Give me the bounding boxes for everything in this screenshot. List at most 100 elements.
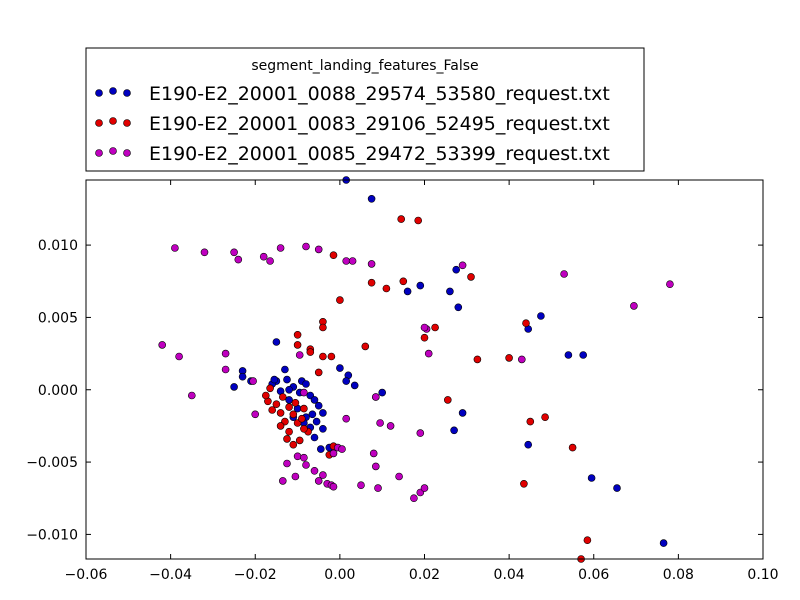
legend-entries: E190-E2_20001_0088_29574_53580_request.t… bbox=[95, 83, 610, 165]
data-point bbox=[336, 296, 344, 304]
data-point bbox=[338, 445, 346, 453]
x-tick-label: −0.02 bbox=[234, 567, 277, 583]
data-point bbox=[579, 351, 588, 359]
data-point bbox=[410, 494, 418, 503]
data-point bbox=[314, 368, 323, 377]
y-axis: −0.010 −0.005 0.000 0.005 0.010 bbox=[26, 238, 763, 543]
y-tick-label: 0.000 bbox=[38, 383, 78, 399]
data-point bbox=[526, 417, 535, 426]
data-point bbox=[420, 484, 429, 492]
x-tick-label: 0.02 bbox=[409, 567, 440, 583]
data-point bbox=[319, 424, 327, 433]
data-point bbox=[342, 377, 351, 385]
data-point bbox=[289, 440, 298, 449]
data-point bbox=[537, 312, 545, 320]
data-point bbox=[230, 248, 238, 257]
data-point bbox=[420, 323, 429, 332]
data-point bbox=[342, 257, 351, 265]
data-point bbox=[458, 261, 467, 270]
data-point bbox=[367, 260, 376, 268]
data-point bbox=[158, 341, 166, 349]
data-point bbox=[297, 414, 306, 423]
data-point bbox=[443, 396, 452, 404]
data-point bbox=[272, 400, 281, 409]
data-point bbox=[300, 424, 308, 433]
data-point bbox=[367, 278, 376, 287]
data-point bbox=[285, 396, 293, 404]
data-point bbox=[200, 248, 209, 257]
data-point bbox=[221, 365, 230, 374]
data-point bbox=[420, 333, 429, 342]
data-point bbox=[350, 381, 359, 390]
data-point bbox=[230, 383, 238, 391]
legend-marker bbox=[123, 149, 131, 157]
data-point bbox=[310, 433, 319, 442]
data-point bbox=[416, 429, 425, 437]
data-point bbox=[285, 385, 293, 394]
legend-entry-2: E190-E2_20001_0083_29106_52495_request.t… bbox=[95, 113, 610, 135]
legend-entry-3: E190-E2_20001_0085_29472_53399_request.t… bbox=[95, 143, 610, 165]
data-point bbox=[221, 349, 230, 358]
x-axis: −0.06 −0.04 −0.02 0.00 0.02 0.04 0.06 0.08 0.10 bbox=[65, 180, 779, 583]
data-point bbox=[424, 349, 433, 358]
legend-marker bbox=[123, 119, 131, 127]
data-point bbox=[276, 244, 285, 252]
data-point bbox=[316, 445, 325, 453]
data-point bbox=[524, 440, 533, 449]
data-point bbox=[300, 388, 308, 397]
data-point bbox=[314, 401, 323, 410]
data-point bbox=[261, 391, 270, 400]
data-point bbox=[395, 472, 403, 481]
data-point bbox=[285, 427, 293, 436]
data-point bbox=[357, 481, 365, 490]
x-tick-label: 0.06 bbox=[578, 567, 609, 583]
legend: segment_landing_features_False E190-E2_2… bbox=[85, 47, 645, 172]
data-point bbox=[560, 270, 568, 278]
data-point bbox=[541, 413, 549, 422]
data-point bbox=[302, 461, 310, 469]
data-point bbox=[310, 466, 319, 475]
data-point bbox=[314, 245, 323, 254]
data-point bbox=[272, 338, 281, 346]
data-point bbox=[314, 477, 323, 485]
data-point bbox=[454, 303, 463, 312]
data-point bbox=[414, 216, 423, 225]
data-point bbox=[293, 341, 302, 349]
data-point bbox=[302, 380, 310, 388]
data-point bbox=[336, 364, 344, 372]
data-point bbox=[285, 403, 293, 411]
data-point bbox=[319, 352, 327, 361]
data-point bbox=[270, 375, 279, 384]
legend-label: E190-E2_20001_0085_29472_53399_request.t… bbox=[149, 143, 610, 165]
data-point bbox=[319, 409, 327, 417]
data-point bbox=[371, 393, 380, 401]
data-point bbox=[416, 281, 425, 290]
data-point bbox=[278, 393, 287, 401]
data-point bbox=[329, 251, 338, 259]
data-point bbox=[371, 462, 380, 471]
data-point bbox=[376, 419, 384, 427]
data-point bbox=[399, 277, 408, 286]
data-point bbox=[452, 265, 461, 274]
data-point bbox=[281, 365, 289, 374]
series-3 bbox=[158, 242, 674, 503]
data-point bbox=[329, 449, 338, 458]
data-point bbox=[450, 426, 458, 435]
data-point bbox=[446, 287, 454, 296]
plot-points bbox=[158, 176, 674, 563]
data-point bbox=[171, 244, 179, 252]
data-point bbox=[289, 410, 298, 419]
legend-marker bbox=[95, 119, 103, 127]
data-point bbox=[312, 417, 321, 426]
data-point bbox=[310, 396, 319, 404]
legend-marker bbox=[109, 87, 117, 95]
data-point bbox=[251, 410, 259, 419]
data-point bbox=[283, 459, 291, 468]
data-point bbox=[374, 484, 382, 492]
data-point bbox=[367, 195, 376, 203]
data-point bbox=[308, 410, 317, 419]
data-point bbox=[306, 348, 315, 356]
data-point bbox=[369, 449, 378, 458]
data-point bbox=[276, 422, 285, 430]
